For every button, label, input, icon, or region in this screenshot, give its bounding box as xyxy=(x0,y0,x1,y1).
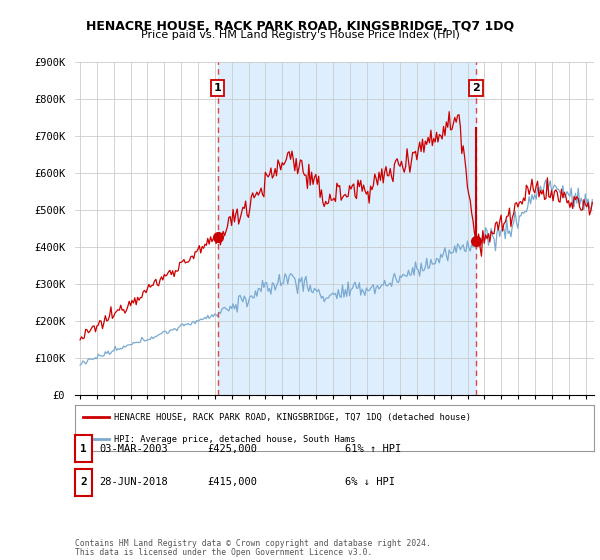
Text: 1: 1 xyxy=(214,83,221,94)
Text: 28-JUN-2018: 28-JUN-2018 xyxy=(99,477,168,487)
Text: 1: 1 xyxy=(80,444,87,454)
Text: HENACRE HOUSE, RACK PARK ROAD, KINGSBRIDGE, TQ7 1DQ: HENACRE HOUSE, RACK PARK ROAD, KINGSBRID… xyxy=(86,20,514,32)
Text: 03-MAR-2003: 03-MAR-2003 xyxy=(99,444,168,454)
Text: HPI: Average price, detached house, South Hams: HPI: Average price, detached house, Sout… xyxy=(114,435,355,444)
Text: 2: 2 xyxy=(80,477,87,487)
Text: 61% ↑ HPI: 61% ↑ HPI xyxy=(345,444,401,454)
Text: 2: 2 xyxy=(472,83,480,94)
Text: 6% ↓ HPI: 6% ↓ HPI xyxy=(345,477,395,487)
Text: £425,000: £425,000 xyxy=(207,444,257,454)
Text: This data is licensed under the Open Government Licence v3.0.: This data is licensed under the Open Gov… xyxy=(75,548,373,557)
Text: Contains HM Land Registry data © Crown copyright and database right 2024.: Contains HM Land Registry data © Crown c… xyxy=(75,539,431,548)
Text: HENACRE HOUSE, RACK PARK ROAD, KINGSBRIDGE, TQ7 1DQ (detached house): HENACRE HOUSE, RACK PARK ROAD, KINGSBRID… xyxy=(114,413,471,422)
Text: Price paid vs. HM Land Registry's House Price Index (HPI): Price paid vs. HM Land Registry's House … xyxy=(140,30,460,40)
Text: £415,000: £415,000 xyxy=(207,477,257,487)
Bar xyxy=(218,62,476,395)
